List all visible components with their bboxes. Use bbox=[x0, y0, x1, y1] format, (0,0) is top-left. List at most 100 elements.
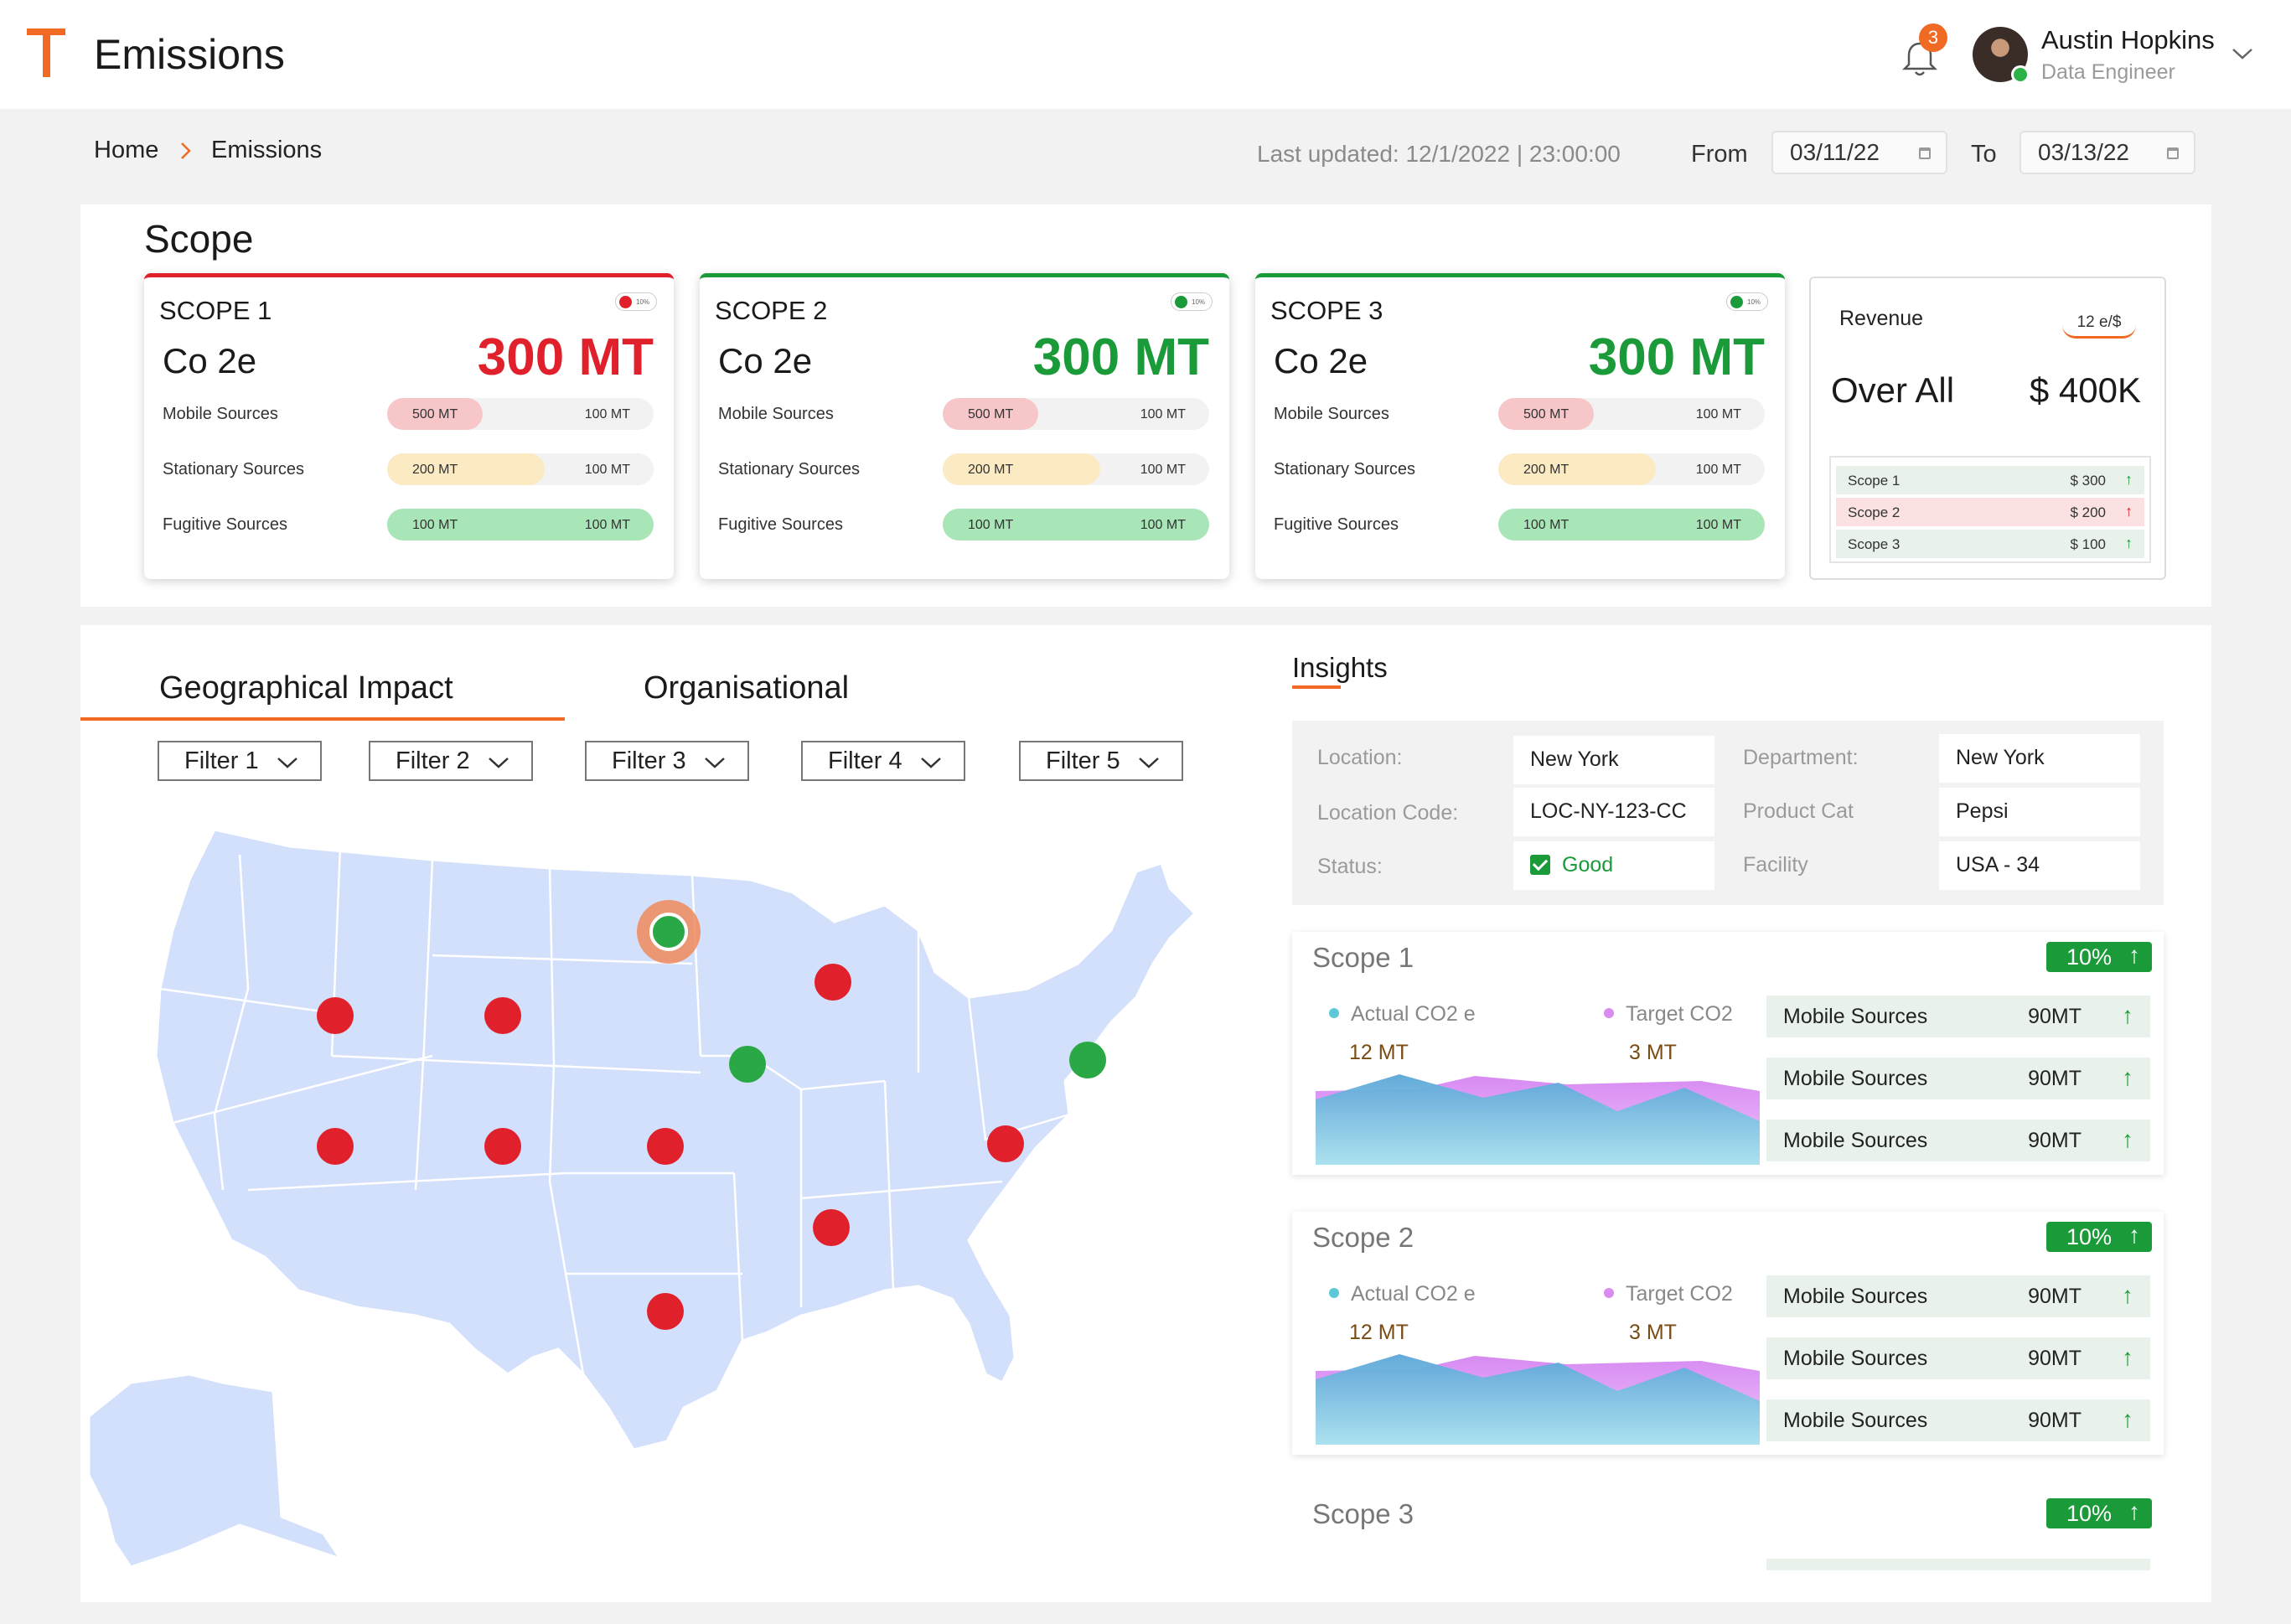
calendar-icon[interactable] bbox=[2167, 147, 2179, 159]
filter-dropdown-2[interactable]: Filter 2 bbox=[369, 741, 533, 781]
chevron-down-icon[interactable] bbox=[2231, 45, 2254, 62]
insights-title-underline bbox=[1292, 685, 1341, 689]
location-value: New York bbox=[1513, 736, 1714, 784]
scope-card-title: SCOPE 2 bbox=[715, 296, 828, 325]
revenue-breakdown: Scope 1 $ 300 ↑ Scope 2 $ 200 ↑ Scope 3 $ … bbox=[1829, 456, 2151, 563]
status-value: Good bbox=[1513, 841, 1714, 890]
actual-value: 12 MT bbox=[1349, 1041, 1409, 1064]
scope-card-value: 300 MT bbox=[1588, 328, 1765, 386]
scope-card-subtitle: Co 2e bbox=[1274, 341, 1368, 380]
tab-organisational[interactable]: Organisational bbox=[644, 670, 850, 706]
source-bar-fill bbox=[387, 398, 484, 430]
insight-source-value: 90MT bbox=[2028, 1005, 2082, 1028]
scope-card-toggle[interactable]: 10% bbox=[1171, 292, 1213, 311]
map-marker-bad bbox=[987, 1125, 1024, 1162]
revenue-rate[interactable]: 12 e/$ bbox=[2062, 307, 2136, 339]
map-marker-bad bbox=[815, 964, 851, 1001]
top-bar bbox=[0, 0, 2291, 109]
scope-card-1[interactable]: SCOPE 1 Co 2e 300 MT 10% Mobile Sources 500 … bbox=[144, 273, 674, 579]
scope-card-title: SCOPE 3 bbox=[1270, 296, 1383, 325]
insight-scope-title: Scope 1 bbox=[1312, 942, 1414, 973]
chevron-right-icon bbox=[181, 142, 191, 159]
source-value-target: 100 MT bbox=[1695, 463, 1741, 477]
insight-card-scope-1: Scope 1 10% ↑ Actual CO2 e Target CO2 12 MT 3 … bbox=[1292, 932, 2164, 1175]
insight-source-value: 90MT bbox=[2028, 1347, 2082, 1370]
source-bar-fill bbox=[1498, 509, 1765, 540]
scope-card-toggle[interactable]: 10% bbox=[615, 292, 657, 311]
map-marker-bad bbox=[484, 997, 521, 1034]
filter-dropdown-4[interactable]: Filter 4 bbox=[801, 741, 965, 781]
chevron-down-icon bbox=[705, 758, 725, 768]
scope-card-2[interactable]: SCOPE 2 Co 2e 300 MT 10% Mobile Sources 500 … bbox=[700, 273, 1229, 579]
revenue-label: Revenue bbox=[1839, 307, 1924, 330]
area-chart bbox=[1316, 1074, 1760, 1165]
from-date-input[interactable]: 03/11/22 bbox=[1771, 131, 1947, 174]
map-marker-bad bbox=[484, 1128, 521, 1165]
tab-geographical-impact[interactable]: Geographical Impact bbox=[159, 670, 453, 706]
location-code-value: LOC-NY-123-CC bbox=[1513, 788, 1714, 836]
legend-dot-icon bbox=[1604, 1288, 1614, 1298]
legend-actual-label: Actual CO2 e bbox=[1351, 1282, 1476, 1306]
source-value-actual: 500 MT bbox=[1523, 407, 1570, 422]
calendar-icon[interactable] bbox=[1919, 147, 1931, 159]
from-date-value: 03/11/22 bbox=[1790, 139, 1880, 165]
insight-row-partial bbox=[1766, 1559, 2150, 1570]
breadcrumb-home[interactable]: Home bbox=[94, 137, 159, 163]
insight-scope-badge: 10% ↑ bbox=[2046, 1222, 2152, 1252]
filter-dropdown-1[interactable]: Filter 1 bbox=[158, 741, 322, 781]
source-label: Mobile Sources bbox=[1274, 405, 1389, 423]
insight-scope-title: Scope 2 bbox=[1312, 1222, 1414, 1253]
source-bar: 500 MT 100 MT bbox=[943, 398, 1209, 430]
insight-source-row: Mobile Sources 90MT ↑ bbox=[1766, 1120, 2150, 1161]
revenue-row-name: Scope 1 bbox=[1848, 473, 1901, 489]
legend-actual: Actual CO2 e bbox=[1329, 1002, 1476, 1027]
source-bar-fill bbox=[1498, 453, 1656, 485]
source-label: Stationary Sources bbox=[163, 460, 304, 478]
revenue-row: Scope 3 $ 100 ↑ bbox=[1836, 530, 2144, 558]
insight-scope-badge: 10% ↑ bbox=[2046, 942, 2152, 972]
source-bar: 100 MT 100 MT bbox=[1498, 509, 1765, 540]
arrow-up-icon: ↑ bbox=[2122, 1064, 2133, 1090]
insight-scope-badge: 10% ↑ bbox=[2046, 1498, 2152, 1528]
user-name: Austin Hopkins bbox=[2041, 25, 2215, 54]
scope-card-pill-value: 10% bbox=[636, 298, 650, 306]
revenue-row: Scope 2 $ 200 ↑ bbox=[1836, 498, 2144, 526]
legend-target: Target CO2 bbox=[1604, 1002, 1733, 1027]
scope-card-3[interactable]: SCOPE 3 Co 2e 300 MT 10% Mobile Sources 500 … bbox=[1255, 273, 1785, 579]
source-bar-fill bbox=[387, 453, 545, 485]
source-label: Mobile Sources bbox=[718, 405, 834, 423]
source-value-actual: 100 MT bbox=[412, 518, 458, 532]
arrow-up-icon: ↑ bbox=[2122, 1282, 2133, 1308]
filter-dropdown-3[interactable]: Filter 3 bbox=[585, 741, 749, 781]
us-map[interactable] bbox=[80, 804, 1287, 1575]
scope-card-toggle[interactable]: 10% bbox=[1726, 292, 1768, 311]
legend-actual-label: Actual CO2 e bbox=[1351, 1002, 1476, 1026]
status-dot-icon bbox=[1175, 296, 1187, 308]
source-value-target: 100 MT bbox=[1140, 463, 1186, 477]
actual-value: 12 MT bbox=[1349, 1321, 1409, 1344]
badge-value: 10% bbox=[2066, 944, 2113, 970]
status-label: Status: bbox=[1317, 855, 1383, 878]
insight-source-name: Mobile Sources bbox=[1783, 1067, 1928, 1090]
revenue-over-all-label: Over All bbox=[1831, 370, 1955, 410]
insight-source-name: Mobile Sources bbox=[1783, 1347, 1928, 1370]
insight-source-name: Mobile Sources bbox=[1783, 1285, 1928, 1308]
breadcrumb-current: Emissions bbox=[211, 137, 323, 163]
badge-value: 10% bbox=[2066, 1501, 2113, 1526]
map-marker-bad bbox=[317, 997, 354, 1034]
badge-value: 10% bbox=[2066, 1224, 2113, 1249]
arrow-up-icon: ↑ bbox=[2122, 1344, 2133, 1370]
scope-card-subtitle: Co 2e bbox=[718, 341, 813, 380]
to-date-input[interactable]: 03/13/22 bbox=[2019, 131, 2195, 174]
chevron-down-icon bbox=[921, 758, 941, 768]
status-dot-icon bbox=[1730, 296, 1743, 308]
chevron-down-icon bbox=[489, 758, 509, 768]
source-bar: 200 MT 100 MT bbox=[387, 453, 654, 485]
arrow-up-icon: ↑ bbox=[2122, 1406, 2133, 1432]
arrow-up-icon: ↑ bbox=[2125, 471, 2133, 488]
source-value-actual: 500 MT bbox=[412, 407, 458, 422]
scope-card-value: 300 MT bbox=[1032, 328, 1209, 386]
filter-dropdown-5[interactable]: Filter 5 bbox=[1019, 741, 1183, 781]
product-cat-label: Product Cat bbox=[1743, 799, 1854, 823]
insight-source-row: Mobile Sources 90MT ↑ bbox=[1766, 1399, 2150, 1441]
